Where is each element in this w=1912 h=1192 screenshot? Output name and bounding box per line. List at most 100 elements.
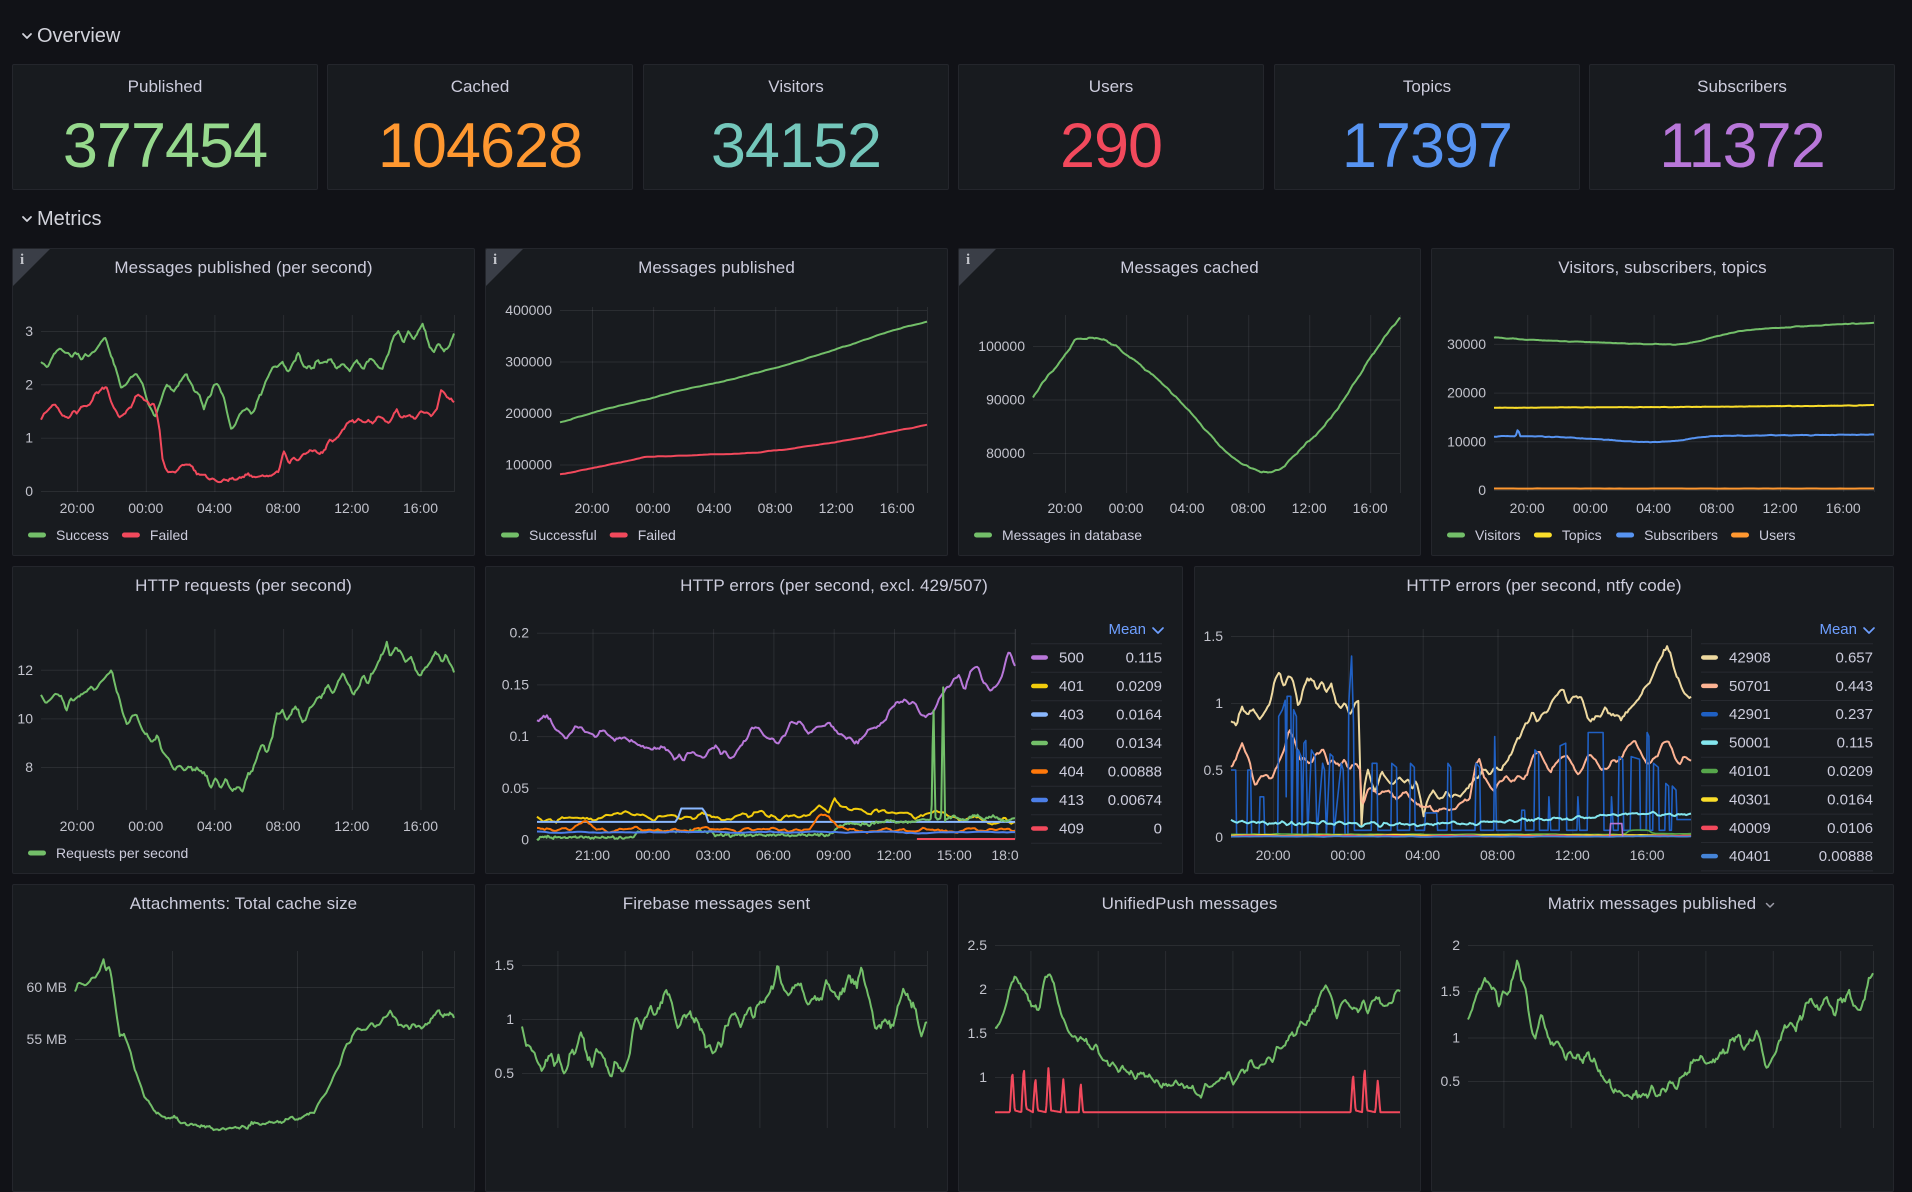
svg-text:15:00: 15:00 bbox=[937, 847, 972, 863]
svg-text:1: 1 bbox=[25, 430, 33, 446]
svg-text:2: 2 bbox=[1452, 937, 1460, 953]
svg-text:12: 12 bbox=[17, 662, 33, 678]
svg-text:21:00: 21:00 bbox=[575, 847, 610, 863]
svg-text:20:00: 20:00 bbox=[574, 500, 609, 516]
svg-text:0.0164: 0.0164 bbox=[1116, 707, 1162, 724]
svg-text:08:00: 08:00 bbox=[1480, 847, 1515, 863]
svg-text:1: 1 bbox=[979, 1069, 987, 1085]
svg-text:2: 2 bbox=[979, 981, 987, 997]
svg-text:0.0164: 0.0164 bbox=[1827, 791, 1873, 808]
svg-text:20:00: 20:00 bbox=[1047, 500, 1082, 516]
svg-text:0: 0 bbox=[25, 483, 33, 499]
svg-text:06:00: 06:00 bbox=[756, 847, 791, 863]
svg-text:12:00: 12:00 bbox=[876, 847, 911, 863]
svg-text:16:00: 16:00 bbox=[880, 500, 915, 516]
svg-text:0: 0 bbox=[1154, 821, 1162, 838]
svg-text:50701: 50701 bbox=[1729, 678, 1771, 695]
svg-text:413: 413 bbox=[1059, 792, 1084, 809]
svg-text:40009: 40009 bbox=[1729, 820, 1771, 837]
svg-text:Mean: Mean bbox=[1108, 621, 1146, 638]
svg-text:42901: 42901 bbox=[1729, 706, 1771, 723]
svg-text:20:00: 20:00 bbox=[1256, 847, 1291, 863]
svg-text:1.5: 1.5 bbox=[1204, 628, 1224, 644]
svg-text:400: 400 bbox=[1059, 735, 1084, 752]
svg-text:50001: 50001 bbox=[1729, 735, 1771, 752]
svg-text:Requests per second: Requests per second bbox=[56, 845, 188, 861]
svg-text:04:00: 04:00 bbox=[197, 818, 232, 834]
svg-text:Users: Users bbox=[1759, 527, 1796, 543]
svg-text:04:00: 04:00 bbox=[1405, 847, 1440, 863]
svg-text:0.15: 0.15 bbox=[502, 676, 529, 692]
svg-text:60 MB: 60 MB bbox=[27, 979, 67, 995]
svg-text:55 MB: 55 MB bbox=[27, 1031, 67, 1047]
svg-text:0.0209: 0.0209 bbox=[1827, 763, 1873, 780]
svg-text:04:00: 04:00 bbox=[1636, 500, 1671, 516]
svg-text:04:00: 04:00 bbox=[1170, 500, 1205, 516]
svg-text:404: 404 bbox=[1059, 764, 1084, 781]
svg-text:Successful: Successful bbox=[529, 527, 597, 543]
svg-text:00:00: 00:00 bbox=[636, 500, 671, 516]
svg-text:30000: 30000 bbox=[1447, 336, 1486, 352]
svg-text:1: 1 bbox=[506, 1011, 514, 1027]
svg-text:Failed: Failed bbox=[150, 527, 188, 543]
svg-text:409: 409 bbox=[1059, 821, 1084, 838]
svg-text:16:00: 16:00 bbox=[1353, 500, 1388, 516]
svg-text:Success: Success bbox=[56, 527, 109, 543]
svg-text:0: 0 bbox=[1215, 829, 1223, 845]
svg-text:2.5: 2.5 bbox=[968, 937, 988, 953]
svg-text:Failed: Failed bbox=[638, 527, 676, 543]
svg-text:300000: 300000 bbox=[505, 354, 552, 370]
svg-text:0.0134: 0.0134 bbox=[1116, 735, 1162, 752]
svg-text:03:00: 03:00 bbox=[696, 847, 731, 863]
svg-text:20:00: 20:00 bbox=[60, 818, 95, 834]
svg-text:04:00: 04:00 bbox=[697, 500, 732, 516]
svg-text:00:00: 00:00 bbox=[1573, 500, 1608, 516]
svg-text:00:00: 00:00 bbox=[1330, 847, 1365, 863]
svg-text:00:00: 00:00 bbox=[635, 847, 670, 863]
svg-text:16:00: 16:00 bbox=[403, 500, 438, 516]
svg-text:0.00888: 0.00888 bbox=[1108, 764, 1162, 781]
svg-text:18:0: 18:0 bbox=[991, 847, 1018, 863]
svg-text:0.237: 0.237 bbox=[1835, 706, 1873, 723]
svg-text:20000: 20000 bbox=[1447, 385, 1486, 401]
svg-text:12:00: 12:00 bbox=[334, 500, 369, 516]
svg-text:0.5: 0.5 bbox=[1204, 762, 1224, 778]
svg-text:0.0209: 0.0209 bbox=[1116, 678, 1162, 695]
svg-text:Messages in database: Messages in database bbox=[1002, 527, 1142, 543]
svg-text:20:00: 20:00 bbox=[60, 500, 95, 516]
svg-text:20:00: 20:00 bbox=[1510, 500, 1545, 516]
svg-text:0: 0 bbox=[1478, 482, 1486, 498]
svg-text:10000: 10000 bbox=[1447, 433, 1486, 449]
svg-text:Subscribers: Subscribers bbox=[1644, 527, 1718, 543]
svg-text:1.5: 1.5 bbox=[495, 957, 515, 973]
svg-text:0.0106: 0.0106 bbox=[1827, 820, 1873, 837]
svg-text:08:00: 08:00 bbox=[758, 500, 793, 516]
svg-text:08:00: 08:00 bbox=[266, 500, 301, 516]
svg-text:100000: 100000 bbox=[978, 338, 1025, 354]
svg-text:3: 3 bbox=[25, 323, 33, 339]
svg-text:403: 403 bbox=[1059, 707, 1084, 724]
svg-text:16:00: 16:00 bbox=[403, 818, 438, 834]
svg-text:500: 500 bbox=[1059, 650, 1084, 667]
svg-text:12:00: 12:00 bbox=[1292, 500, 1327, 516]
svg-text:00:00: 00:00 bbox=[1109, 500, 1144, 516]
svg-text:1: 1 bbox=[1452, 1030, 1460, 1046]
svg-text:0.5: 0.5 bbox=[495, 1065, 515, 1081]
svg-text:1: 1 bbox=[1215, 695, 1223, 711]
svg-text:40301: 40301 bbox=[1729, 791, 1771, 808]
svg-text:401: 401 bbox=[1059, 678, 1084, 695]
svg-text:12:00: 12:00 bbox=[819, 500, 854, 516]
svg-text:40101: 40101 bbox=[1729, 763, 1771, 780]
svg-text:08:00: 08:00 bbox=[266, 818, 301, 834]
svg-text:0.115: 0.115 bbox=[1126, 650, 1162, 667]
svg-text:0.5: 0.5 bbox=[1441, 1073, 1461, 1089]
svg-text:16:00: 16:00 bbox=[1826, 500, 1861, 516]
svg-text:08:00: 08:00 bbox=[1699, 500, 1734, 516]
svg-text:Visitors: Visitors bbox=[1475, 527, 1521, 543]
svg-text:0.657: 0.657 bbox=[1835, 649, 1873, 666]
svg-text:Topics: Topics bbox=[1562, 527, 1602, 543]
svg-text:0.00674: 0.00674 bbox=[1108, 792, 1162, 809]
svg-text:08:00: 08:00 bbox=[1231, 500, 1266, 516]
svg-text:100000: 100000 bbox=[505, 457, 552, 473]
svg-text:12:00: 12:00 bbox=[1555, 847, 1590, 863]
